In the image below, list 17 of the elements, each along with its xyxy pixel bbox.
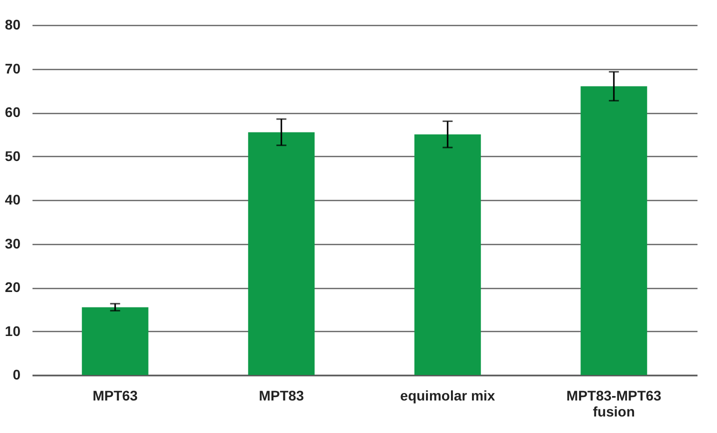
y-tick-label: 70: [4, 60, 21, 76]
bar: [82, 307, 148, 375]
x-tick-label: equimolar mix: [400, 388, 496, 404]
y-tick-label: 30: [4, 235, 21, 252]
y-tick-label: 50: [4, 148, 21, 164]
y-tick-label: 80: [4, 16, 21, 32]
y-tick-label: 10: [4, 322, 21, 339]
y-tick-label: 20: [4, 279, 21, 295]
bar: [414, 134, 481, 375]
y-tick-label: 0: [12, 366, 21, 382]
x-tick-label: MPT83-MPT63 fusion: [566, 388, 662, 420]
x-tick-label: MPT63: [92, 388, 138, 404]
y-tick-label: 40: [4, 192, 21, 208]
bar: [580, 86, 648, 375]
x-tick-label: MPT83: [258, 388, 304, 404]
bar: [248, 132, 315, 375]
y-tick-label: 60: [4, 104, 21, 120]
